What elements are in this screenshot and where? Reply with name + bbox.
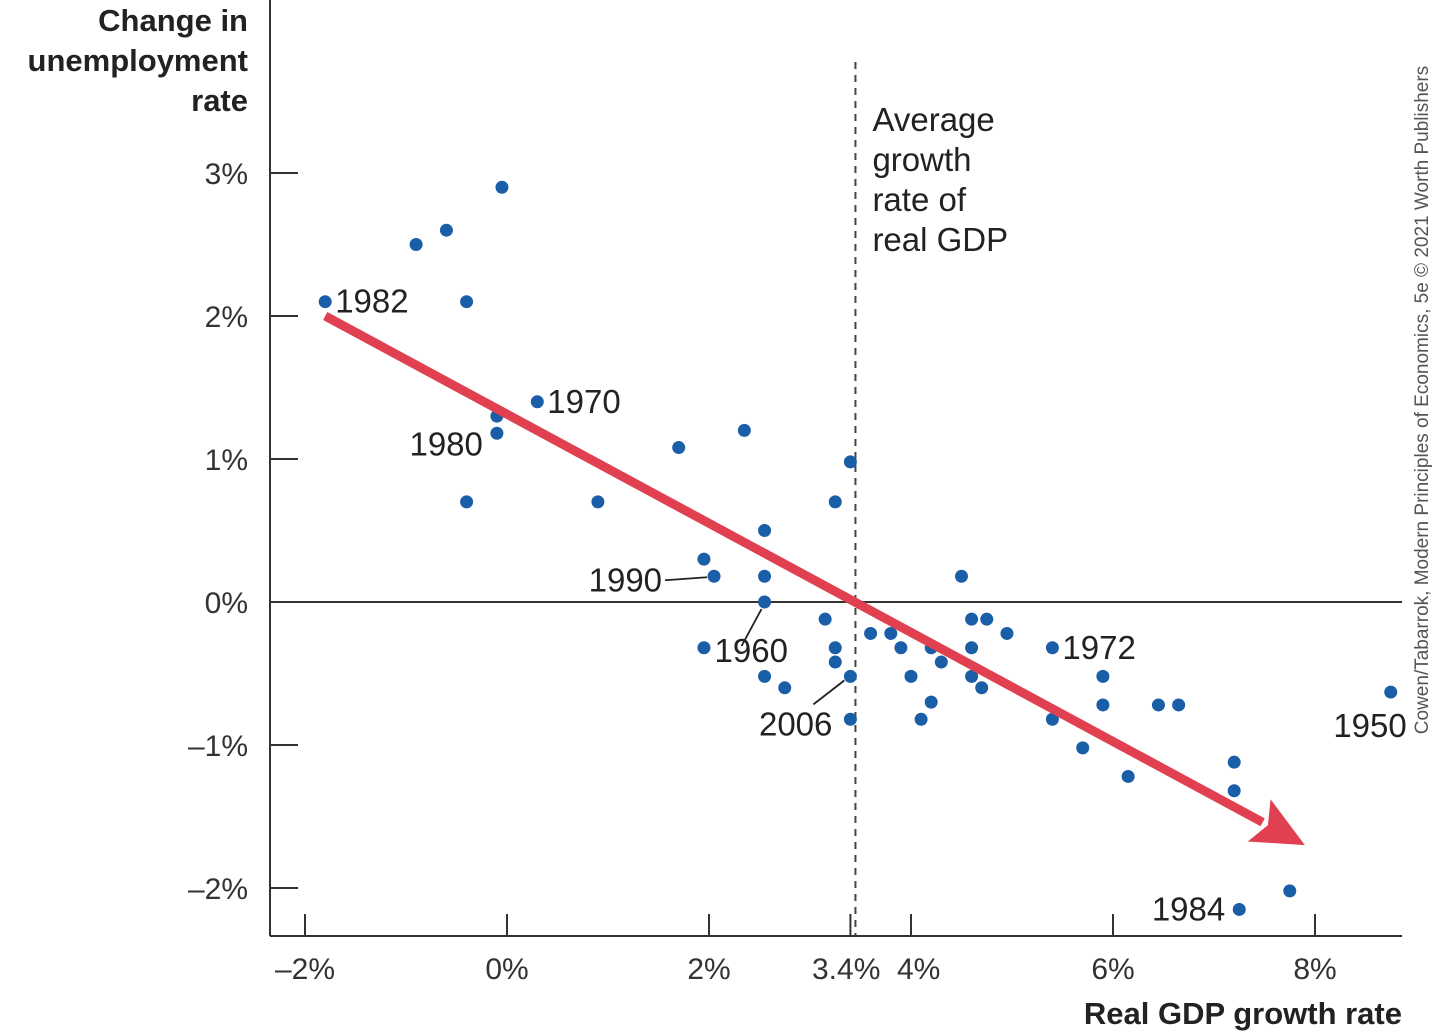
x-tick-label: 6% (1091, 953, 1134, 986)
point-label-1960: 1960 (715, 632, 788, 669)
data-point-1990 (707, 569, 721, 583)
y-tick-label: –2% (188, 873, 248, 906)
data-point (737, 423, 751, 437)
data-point (828, 641, 842, 655)
data-point (980, 612, 994, 626)
point-labels: 1982 1970 1980 1990 1960 2006 1972 1984 1950 (335, 283, 1407, 928)
data-point (843, 455, 857, 469)
y-axis-title-line: Change in (98, 3, 248, 38)
data-point (965, 641, 979, 655)
data-point-1972 (1045, 641, 1059, 655)
data-point (1151, 698, 1165, 712)
y-axis-title-line: rate (191, 83, 248, 118)
x-tick-label: –2% (275, 953, 335, 986)
x-tick-label: 3.4% (812, 953, 880, 986)
trend-arrow (323, 312, 1305, 846)
data-point (955, 569, 968, 583)
point-label-1950: 1950 (1333, 707, 1406, 744)
x-tick-label: 0% (485, 953, 528, 986)
data-point (439, 223, 453, 237)
average-growth-label-line: growth (872, 141, 971, 178)
point-label-1972: 1972 (1062, 629, 1135, 666)
data-point (758, 524, 772, 537)
data-point (591, 495, 605, 509)
data-point-1984 (1232, 902, 1246, 916)
data-point (843, 712, 857, 726)
data-point (924, 695, 938, 709)
average-growth-label-line: real GDP (872, 221, 1008, 258)
average-growth-label-line: rate of (872, 181, 966, 218)
data-point (1283, 884, 1297, 898)
data-point (697, 552, 711, 566)
average-growth-label-line: Average (872, 101, 994, 138)
data-point-1980 (490, 426, 504, 440)
data-point (1096, 698, 1110, 712)
data-point (495, 180, 509, 194)
label-leader-1960 (740, 608, 763, 647)
y-tick-label: 1% (205, 444, 248, 477)
y-ticks: 3% 2% 1% 0% –1% –2% (188, 158, 298, 906)
data-point (828, 655, 842, 669)
data-point-1950 (1384, 685, 1398, 699)
point-label-1984: 1984 (1152, 890, 1225, 927)
data-point (884, 626, 898, 640)
point-label-1980: 1980 (409, 425, 482, 462)
point-label-1990: 1990 (589, 561, 662, 598)
data-point (904, 669, 918, 683)
y-tick-label: 3% (205, 158, 248, 191)
data-point-1970 (530, 395, 544, 409)
x-axis-title: Real GDP growth rate (1084, 996, 1402, 1031)
x-tick-label: 2% (687, 953, 730, 986)
data-point (672, 441, 686, 455)
y-axis-title: Change in unemployment rate (28, 3, 248, 118)
data-point (1121, 769, 1135, 783)
data-point (965, 612, 979, 626)
trend-arrow-head (1247, 799, 1305, 846)
data-point (864, 626, 878, 640)
data-point (934, 655, 948, 669)
data-point (758, 669, 772, 683)
label-leader-2006 (812, 679, 845, 706)
data-point-1982 (318, 295, 332, 309)
data-point (1227, 755, 1241, 769)
data-point-1960 (758, 595, 772, 609)
copyright-credit: Cowen/Tabarrok, Modern Principles of Eco… (1412, 66, 1433, 734)
data-point (818, 612, 832, 626)
data-point (758, 569, 772, 583)
data-point (1076, 741, 1090, 755)
data-points (318, 180, 1398, 916)
point-label-1970: 1970 (547, 383, 620, 420)
y-tick-label: 2% (205, 301, 248, 334)
data-point (828, 495, 842, 509)
trend-line (323, 312, 1265, 827)
x-tick-label: 4% (897, 953, 940, 986)
point-label-1982: 1982 (335, 283, 408, 320)
x-ticks: –2% 0% 2% 3.4% 4% 6% 8% (275, 914, 1337, 986)
data-point (1000, 626, 1014, 640)
y-axis-title-line: unemployment (28, 43, 248, 78)
data-point (409, 238, 423, 251)
data-point (778, 681, 792, 695)
y-tick-label: 0% (205, 587, 248, 620)
data-point (1045, 712, 1059, 726)
data-point-2006 (843, 669, 857, 683)
data-point (1096, 669, 1110, 683)
data-point (1172, 698, 1186, 712)
data-point (914, 712, 928, 726)
data-point (460, 295, 474, 309)
data-point (697, 641, 711, 655)
x-tick-label: 8% (1293, 953, 1336, 986)
data-point (1227, 784, 1241, 798)
data-point (975, 681, 989, 695)
data-point (894, 641, 908, 655)
label-leader-1990 (664, 576, 708, 582)
data-point (965, 669, 979, 683)
point-label-2006: 2006 (759, 705, 832, 742)
y-tick-label: –1% (188, 730, 248, 763)
data-point (460, 495, 474, 509)
